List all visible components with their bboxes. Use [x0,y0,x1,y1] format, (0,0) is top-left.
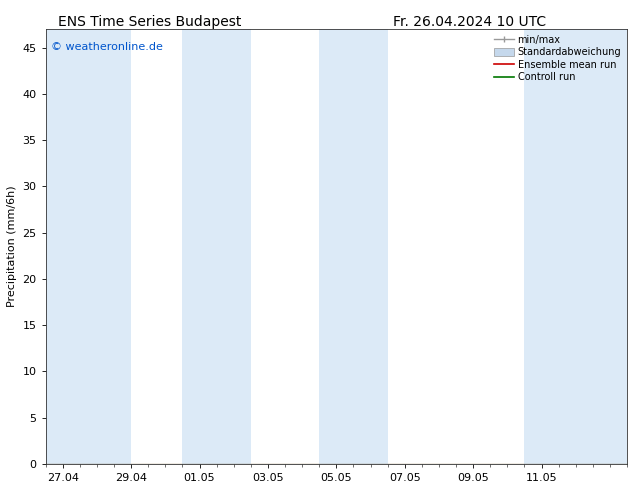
Bar [524,29,627,464]
Bar [46,29,131,464]
Text: © weatheronline.de: © weatheronline.de [51,42,164,52]
Bar [320,29,387,464]
Legend: min/max, Standardabweichung, Ensemble mean run, Controll run: min/max, Standardabweichung, Ensemble me… [490,31,625,86]
Text: ENS Time Series Budapest: ENS Time Series Budapest [58,15,241,29]
Text: Fr. 26.04.2024 10 UTC: Fr. 26.04.2024 10 UTC [393,15,547,29]
Y-axis label: Precipitation (mm/6h): Precipitation (mm/6h) [7,186,17,307]
Bar [183,29,251,464]
